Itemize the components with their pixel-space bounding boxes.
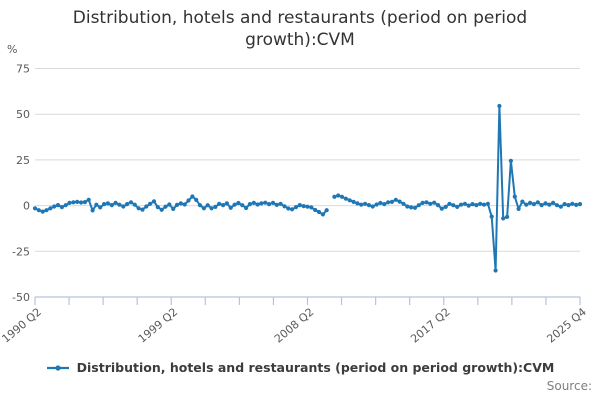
legend[interactable]: Distribution, hotels and restaurants (pe…	[0, 360, 600, 375]
x-tick-label: 2017 Q2	[408, 305, 452, 345]
data-series-line[interactable]	[32, 103, 583, 273]
legend-series-label: Distribution, hotels and restaurants (pe…	[76, 360, 555, 375]
x-tick-label: 2025 Q4	[544, 305, 588, 345]
x-axis-tick-labels: 1990 Q2 1999 Q2 2008 Q2 2017 Q2 2025 Q4	[0, 305, 589, 345]
y-axis-tick-labels: 75 50 25 0 -25 -50	[12, 63, 30, 305]
y-tick-label: 50	[16, 108, 30, 121]
x-tick-label: 1999 Q2	[136, 305, 180, 345]
legend-series-marker-icon	[46, 364, 69, 371]
y-tick-label: 0	[23, 200, 30, 213]
y-tick-label: 75	[16, 63, 30, 76]
x-axis	[34, 296, 581, 305]
y-tick-label: -50	[12, 291, 30, 304]
y-axis-unit-label: %	[7, 43, 18, 56]
source-label: Source:	[546, 379, 592, 393]
chart-title: Distribution, hotels and restaurants (pe…	[72, 8, 528, 51]
y-tick-label: 25	[16, 154, 30, 167]
y-tick-label: -25	[12, 245, 30, 258]
x-tick-label: 1990 Q2	[0, 305, 44, 345]
x-tick-label: 2008 Q2	[272, 305, 316, 345]
